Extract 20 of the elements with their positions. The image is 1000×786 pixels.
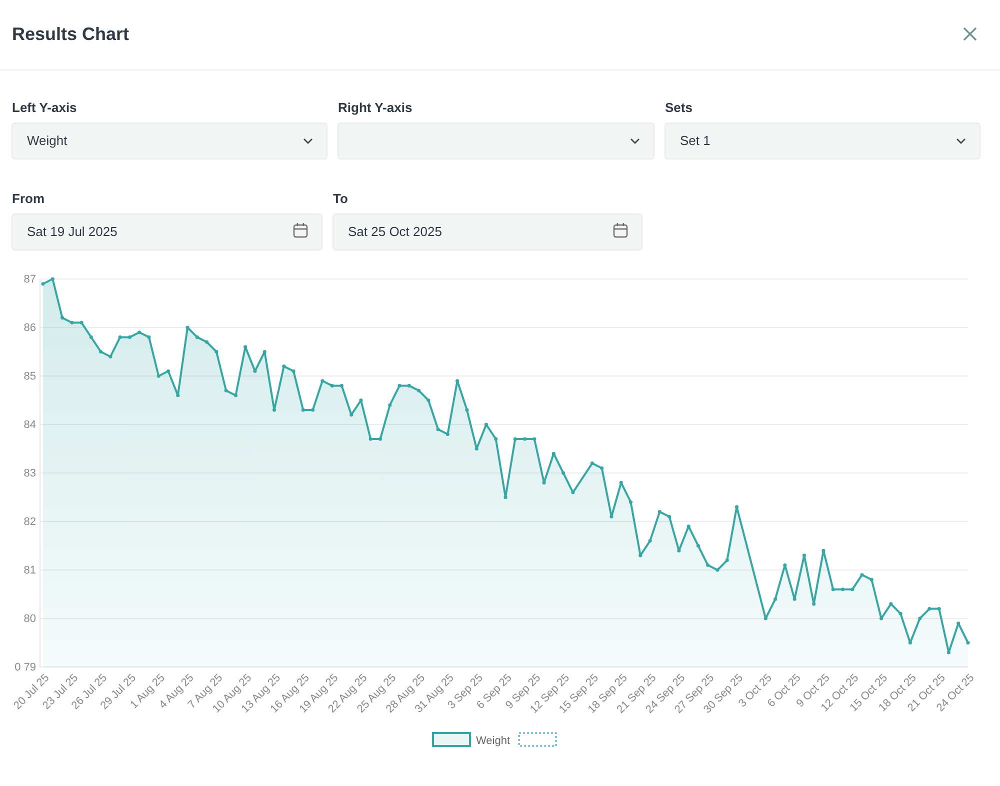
text: Set 1: [680, 133, 710, 148]
text: Sat 19 Jul 2025: [27, 224, 118, 239]
y-tick-label: 87: [24, 274, 36, 286]
text: To: [333, 191, 348, 206]
text: Sat 25 Oct 2025: [348, 224, 442, 239]
text: Sets: [665, 100, 692, 115]
y-tick-label: 84: [24, 419, 36, 432]
text: From: [12, 191, 44, 206]
y-tick-label: 0 79: [14, 662, 36, 674]
y-tick-label: 82: [24, 516, 36, 528]
text: Weight: [27, 133, 68, 148]
y-tick-label: 85: [24, 370, 36, 383]
y-tick-label: 80: [24, 613, 36, 626]
y-tick-label: 83: [24, 468, 36, 480]
text: Left Y-axis: [12, 100, 77, 115]
chart-title: Results Chart: [12, 24, 130, 44]
y-tick-label: 86: [24, 322, 36, 334]
legend-label: Weight: [476, 735, 510, 747]
y-tick-label: 81: [24, 564, 36, 577]
text: Right Y-axis: [338, 100, 412, 115]
